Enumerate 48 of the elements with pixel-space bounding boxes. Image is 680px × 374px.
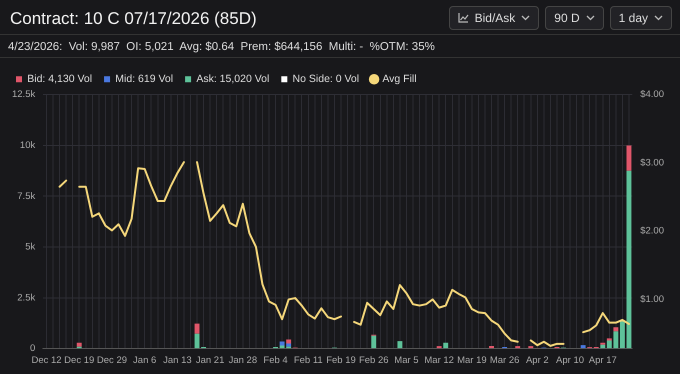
bar <box>600 344 606 348</box>
text: 1 day <box>618 11 648 25</box>
x-tick-label: Feb 11 <box>294 354 323 366</box>
x-tick-label: Jan 6 <box>133 354 156 366</box>
x-tick-label: Dec 19 <box>64 354 94 366</box>
y-tick-label: 10k <box>20 140 36 151</box>
legend-label: Mid: 619 Vol <box>115 73 174 86</box>
x-tick-label: Feb 26 <box>358 354 389 366</box>
bar <box>580 345 586 348</box>
text: 90 D <box>554 11 580 25</box>
bar <box>443 342 448 348</box>
bar <box>286 339 292 344</box>
x-tick-label: Mar 12 <box>424 354 454 366</box>
y2-tick-label: $1.00 <box>640 294 664 306</box>
y-tick-label: 0 <box>30 343 36 354</box>
x-tick-label: Apr 17 <box>588 354 617 366</box>
y-tick-label: 12.5k <box>12 89 36 100</box>
x-tick-label: Mar 26 <box>490 354 520 366</box>
x-tick-label: Mar 5 <box>394 354 419 366</box>
bar <box>76 342 82 347</box>
x-tick-label: Jan 21 <box>196 354 224 366</box>
x-tick-label: Feb 19 <box>326 354 356 366</box>
bar <box>626 146 632 171</box>
x-tick-label: Apr 10 <box>556 354 584 366</box>
bar <box>489 346 494 348</box>
legend-label: Ask: 15,020 Vol <box>196 73 270 86</box>
legend-label: No Side: 0 Vol <box>292 73 360 86</box>
y-tick-label: 7.5k <box>17 190 36 202</box>
x-tick-label: Jan 13 <box>163 354 192 366</box>
legend-label: Bid: 4,130 Vol <box>27 73 92 86</box>
chart-title: Contract: 10 C 07/17/2026 (85D) <box>10 9 257 29</box>
x-tick-label: Jan 28 <box>228 354 258 366</box>
bar <box>613 327 618 332</box>
x-tick-label: Apr 2 <box>526 354 549 366</box>
bar <box>194 324 200 334</box>
y2-tick-label: $2.00 <box>640 226 664 237</box>
y2-tick-label: $3.00 <box>640 157 664 168</box>
legend-label: Avg Fill <box>382 73 417 86</box>
bar <box>397 341 402 348</box>
y2-tick-label: $4.00 <box>640 89 664 100</box>
y-tick-label: 5k <box>25 242 36 253</box>
text: Bid/Ask <box>474 11 516 25</box>
x-tick-label: Dec 12 <box>31 354 62 366</box>
x-tick-label: Mar 19 <box>457 354 487 366</box>
x-tick-label: Dec 29 <box>96 354 128 366</box>
y-tick-label: 2.5k <box>17 292 36 304</box>
chart-subtitle: 4/23/2026: Vol: 9,987 OI: 5,021 Avg: $0.64 Prem: $644,156 Multi: - %OTM: 35% <box>0 34 680 58</box>
x-tick-label: Feb 4 <box>263 354 288 366</box>
